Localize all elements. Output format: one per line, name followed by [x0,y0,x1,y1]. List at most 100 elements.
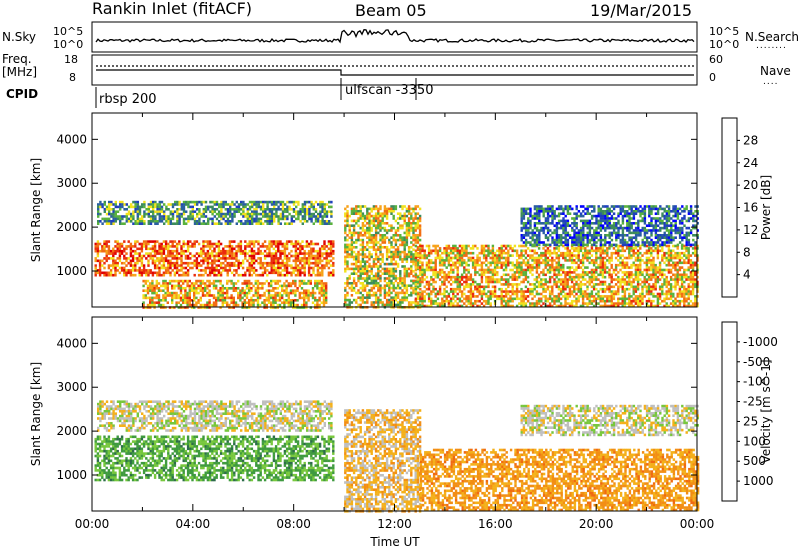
data-cell [403,272,406,275]
data-cell [385,229,389,232]
data-cell [94,273,97,277]
data-cell [628,251,631,255]
data-cell [197,254,201,258]
data-cell [327,254,331,258]
data-cell [255,269,258,272]
data-cell [295,205,298,209]
data-cell [127,271,130,275]
data-cell [498,287,501,291]
data-cell [191,208,194,211]
data-cell [145,245,148,248]
data-cell [99,212,102,216]
data-cell [352,289,356,292]
data-cell [568,256,572,260]
data-cell [314,303,317,307]
data-cell [208,291,211,295]
data-cell [173,271,177,275]
data-cell [253,203,256,206]
data-cell [272,242,276,246]
data-cell [303,264,306,267]
data-cell [158,215,161,218]
data-cell [434,280,437,284]
data-cell [153,245,157,248]
data-cell [307,294,310,297]
data-cell [149,271,152,275]
data-cell [209,200,212,204]
data-cell [141,203,144,206]
data-cell [366,236,369,239]
data-cell [237,266,240,270]
data-cell [573,275,576,279]
data-cell [228,279,231,283]
data-cell [153,249,157,253]
data-cell [186,303,189,307]
data-cell [372,277,376,280]
data-cell [469,299,473,303]
data-cell [303,296,306,300]
data-cell [383,262,387,266]
data-cell [599,299,602,303]
data-cell [493,290,497,293]
data-cell [270,257,273,260]
data-cell [151,254,155,258]
data-cell [405,260,409,263]
data-cell [195,291,198,295]
data-cell [579,259,583,262]
data-cell [221,289,224,292]
data-cell [370,214,373,218]
data-cell [460,263,464,267]
data-cell [491,292,495,296]
data-cell [399,250,402,254]
data-cell [581,263,585,267]
data-cell [544,299,547,303]
data-cell [303,212,307,216]
data-cell [160,208,164,211]
data-cell [491,256,495,260]
data-cell [559,292,563,296]
data-cell [307,273,311,277]
data-cell [185,217,188,221]
data-cell [509,268,512,272]
data-cell [570,304,574,308]
data-cell [588,275,591,279]
data-cell [361,272,365,275]
data-cell [196,212,199,216]
data-cell [500,249,503,253]
data-cell [403,270,406,273]
data-cell [312,203,315,206]
data-cell [621,271,624,274]
data-cell [213,242,216,246]
data-cell [149,301,152,304]
data-cell [471,278,475,281]
data-cell [233,208,236,211]
data-cell [182,279,185,283]
data-cell [474,285,477,289]
data-cell [390,274,393,278]
data-cell [184,291,187,295]
data-cell [97,205,100,209]
data-cell [355,265,358,268]
data-cell [385,207,389,211]
data-cell [344,246,347,249]
data-cell [394,255,398,259]
data-cell [414,283,418,286]
data-cell [357,277,360,280]
data-cell [191,215,194,218]
data-cell [157,299,161,302]
data-cell [166,301,169,304]
data-cell [625,297,629,301]
data-cell [149,303,152,307]
data-cell [232,282,235,285]
data-cell [310,220,313,223]
data-cell [145,269,148,272]
data-cell [515,295,519,298]
data-cell [584,256,587,260]
data-cell [586,259,589,262]
data-cell [149,222,153,225]
data-cell [480,251,484,255]
data-cell [318,271,322,275]
data-cell [403,231,406,235]
data-cell [136,215,139,218]
data-cell [394,219,398,223]
